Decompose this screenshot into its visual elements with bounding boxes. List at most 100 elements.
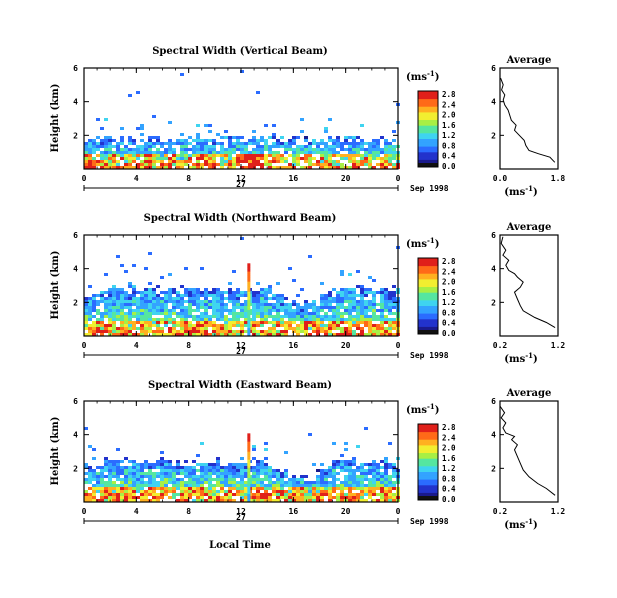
- heatmap-cell: [264, 148, 268, 151]
- heatmap-cell: [360, 297, 364, 300]
- heatmap-cell: [208, 475, 212, 478]
- heatmap-cell: [120, 330, 124, 333]
- heatmap-cell: [148, 327, 152, 330]
- heatmap-cell: [340, 294, 344, 297]
- heatmap-cell: [332, 166, 336, 169]
- heatmap-cell: [140, 330, 144, 333]
- heatmap-cell: [364, 306, 368, 309]
- heatmap-cell: [168, 157, 172, 160]
- heatmap-cell: [128, 487, 132, 490]
- heatmap-cell: [300, 321, 304, 324]
- heatmap-cell: [116, 154, 120, 157]
- heatmap-cell: [208, 294, 212, 297]
- heatmap-cell: [172, 333, 176, 336]
- colorbar-swatch: [418, 490, 438, 493]
- heatmap-cell: [152, 466, 156, 469]
- heatmap-cell: [228, 463, 232, 466]
- heatmap-cell: [164, 472, 168, 475]
- heatmap-cell: [144, 499, 148, 502]
- heatmap-cell: [252, 472, 256, 475]
- heatmap-cell: [348, 496, 352, 499]
- heatmap-cell: [392, 466, 396, 469]
- heatmap-cell: [192, 303, 196, 306]
- heatmap-cell: [196, 318, 200, 321]
- heatmap-cell: [232, 306, 236, 309]
- heatmap-cell: [340, 145, 344, 148]
- heatmap-cell: [120, 487, 124, 490]
- heatmap-cell: [240, 333, 244, 336]
- heatmap-cell: [312, 300, 316, 303]
- heatmap-cell: [212, 330, 216, 333]
- heatmap-cell: [208, 333, 212, 336]
- heatmap-cell: [316, 496, 320, 499]
- heatmap-cell: [272, 309, 276, 312]
- heatmap-cell: [184, 490, 188, 493]
- heatmap-cell: [340, 454, 344, 457]
- heatmap-cell: [172, 475, 176, 478]
- heatmap-cell: [252, 475, 256, 478]
- heatmap-cell: [164, 315, 168, 318]
- heatmap-cell: [236, 288, 240, 291]
- heatmap-cell: [136, 478, 140, 481]
- colorbar-swatch: [418, 462, 438, 465]
- heatmap-cell: [280, 145, 284, 148]
- x-tick-label: 12: [236, 341, 246, 350]
- heatmap-cell: [344, 466, 348, 469]
- heatmap-cell: [376, 151, 380, 154]
- heatmap-cell: [116, 493, 120, 496]
- heatmap-cell: [128, 157, 132, 160]
- heatmap-cell: [156, 139, 160, 142]
- panel-title: Spectral Width (Vertical Beam): [152, 46, 328, 57]
- heatmap-cell: [272, 160, 276, 163]
- heatmap-cell: [300, 312, 304, 315]
- heatmap-cell: [140, 463, 144, 466]
- colorbar-swatch: [418, 311, 438, 314]
- heatmap-cell: [284, 472, 288, 475]
- heatmap-cell: [268, 312, 272, 315]
- heatmap-cell: [224, 475, 228, 478]
- heatmap-cell: [380, 333, 384, 336]
- heatmap-cell: [132, 327, 136, 330]
- heatmap-cell: [220, 163, 224, 166]
- heatmap-cell: [276, 154, 280, 157]
- heatmap-cell: [152, 333, 156, 336]
- heatmap-cell: [344, 309, 348, 312]
- heatmap-cell: [164, 309, 168, 312]
- heatmap-cell: [156, 481, 160, 484]
- heatmap-cell: [252, 445, 256, 448]
- heatmap-cell: [288, 324, 292, 327]
- colorbar-swatch: [418, 146, 438, 149]
- heatmap-cell: [276, 306, 280, 309]
- heatmap-cell: [152, 163, 156, 166]
- heatmap-cell: [252, 136, 256, 139]
- heatmap-cell: [136, 291, 140, 294]
- heatmap-cell: [168, 148, 172, 151]
- heatmap-cell: [384, 327, 388, 330]
- heatmap-cell: [228, 318, 232, 321]
- heatmap-cell: [192, 315, 196, 318]
- heatmap-cell: [132, 160, 136, 163]
- heatmap-cell: [336, 460, 340, 463]
- heatmap-cell: [100, 481, 104, 484]
- heatmap-cell: [148, 157, 152, 160]
- heatmap-cell: [340, 484, 344, 487]
- heatmap-cell: [180, 484, 184, 487]
- heatmap-cell: [212, 321, 216, 324]
- heatmap-cell: [340, 270, 344, 273]
- heatmap-cell: [144, 327, 148, 330]
- heatmap-cell: [128, 166, 132, 169]
- heatmap-cell: [124, 493, 128, 496]
- heatmap-cell: [96, 324, 100, 327]
- heatmap-cell: [184, 484, 188, 487]
- x-axis-label: Local Time: [209, 540, 271, 551]
- heatmap-cell: [268, 475, 272, 478]
- heatmap-cell: [360, 490, 364, 493]
- heatmap-cell: [392, 145, 396, 148]
- heatmap-cell: [312, 148, 316, 151]
- heatmap-cell: [188, 142, 192, 145]
- heatmap-cell: [188, 291, 192, 294]
- heatmap-cell: [272, 321, 276, 324]
- heatmap-cell: [168, 297, 172, 300]
- heatmap-cell: [336, 315, 340, 318]
- profile-title: Average: [506, 388, 552, 399]
